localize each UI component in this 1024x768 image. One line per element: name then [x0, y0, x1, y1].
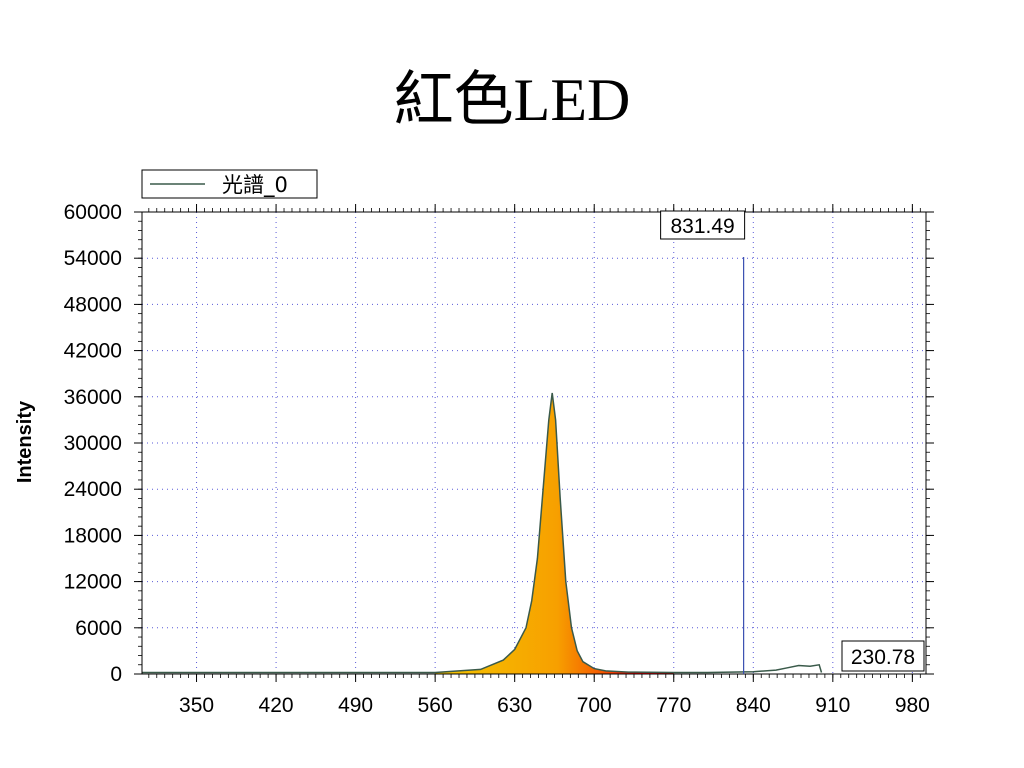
- x-tick-labels: 350 420 490 560 630 700 770 840 910 980: [179, 694, 930, 717]
- x-tick-label: 490: [338, 694, 373, 717]
- x-tick-label: 700: [577, 694, 612, 717]
- chart-grid: [142, 212, 926, 674]
- x-tick-label: 630: [497, 694, 532, 717]
- x-tick-label: 350: [179, 694, 214, 717]
- plot-frame: [141, 211, 927, 675]
- y-tick-label: 30000: [64, 432, 122, 455]
- spectrum-area-fill: [435, 393, 674, 674]
- x-tick-label: 420: [259, 694, 294, 717]
- value-readout-box: [841, 640, 925, 672]
- x-tick-label: 980: [895, 694, 930, 717]
- legend-label: 光譜_0: [222, 173, 288, 198]
- y-tick-label: 18000: [64, 524, 122, 547]
- y-tick-label: 0: [110, 663, 122, 686]
- y-tick-label: 36000: [64, 386, 122, 409]
- y-tick-label: 24000: [64, 478, 122, 501]
- value-readout: 230.78: [841, 640, 925, 672]
- slide-title: 紅色LED: [393, 67, 631, 133]
- cursor-label: 831.49: [671, 215, 735, 238]
- y-tick-labels: 0 6000 12000 18000 24000 30000 36000 42000 48000…: [64, 201, 122, 686]
- y-tick-label: 60000: [64, 201, 122, 224]
- x-tick-label: 560: [418, 694, 453, 717]
- value-readout-label: 230.78: [851, 646, 915, 669]
- y-tick-label: 6000: [75, 617, 122, 640]
- cursor[interactable]: 831.49: [660, 210, 746, 674]
- legend[interactable]: 光譜_0: [141, 169, 318, 199]
- y-tick-label: 12000: [64, 571, 122, 594]
- x-tick-label: 840: [736, 694, 771, 717]
- y-tick-label: 48000: [64, 293, 122, 316]
- cursor-label-box: [660, 210, 746, 240]
- x-tick-label: 910: [815, 694, 850, 717]
- x-tick-label: 770: [656, 694, 691, 717]
- spectrum-line: [142, 392, 823, 674]
- y-axis-title: Intensity: [14, 400, 36, 483]
- y-tick-label: 42000: [64, 340, 122, 363]
- y-tick-label: 54000: [64, 247, 122, 270]
- minor-ticks: [134, 204, 934, 682]
